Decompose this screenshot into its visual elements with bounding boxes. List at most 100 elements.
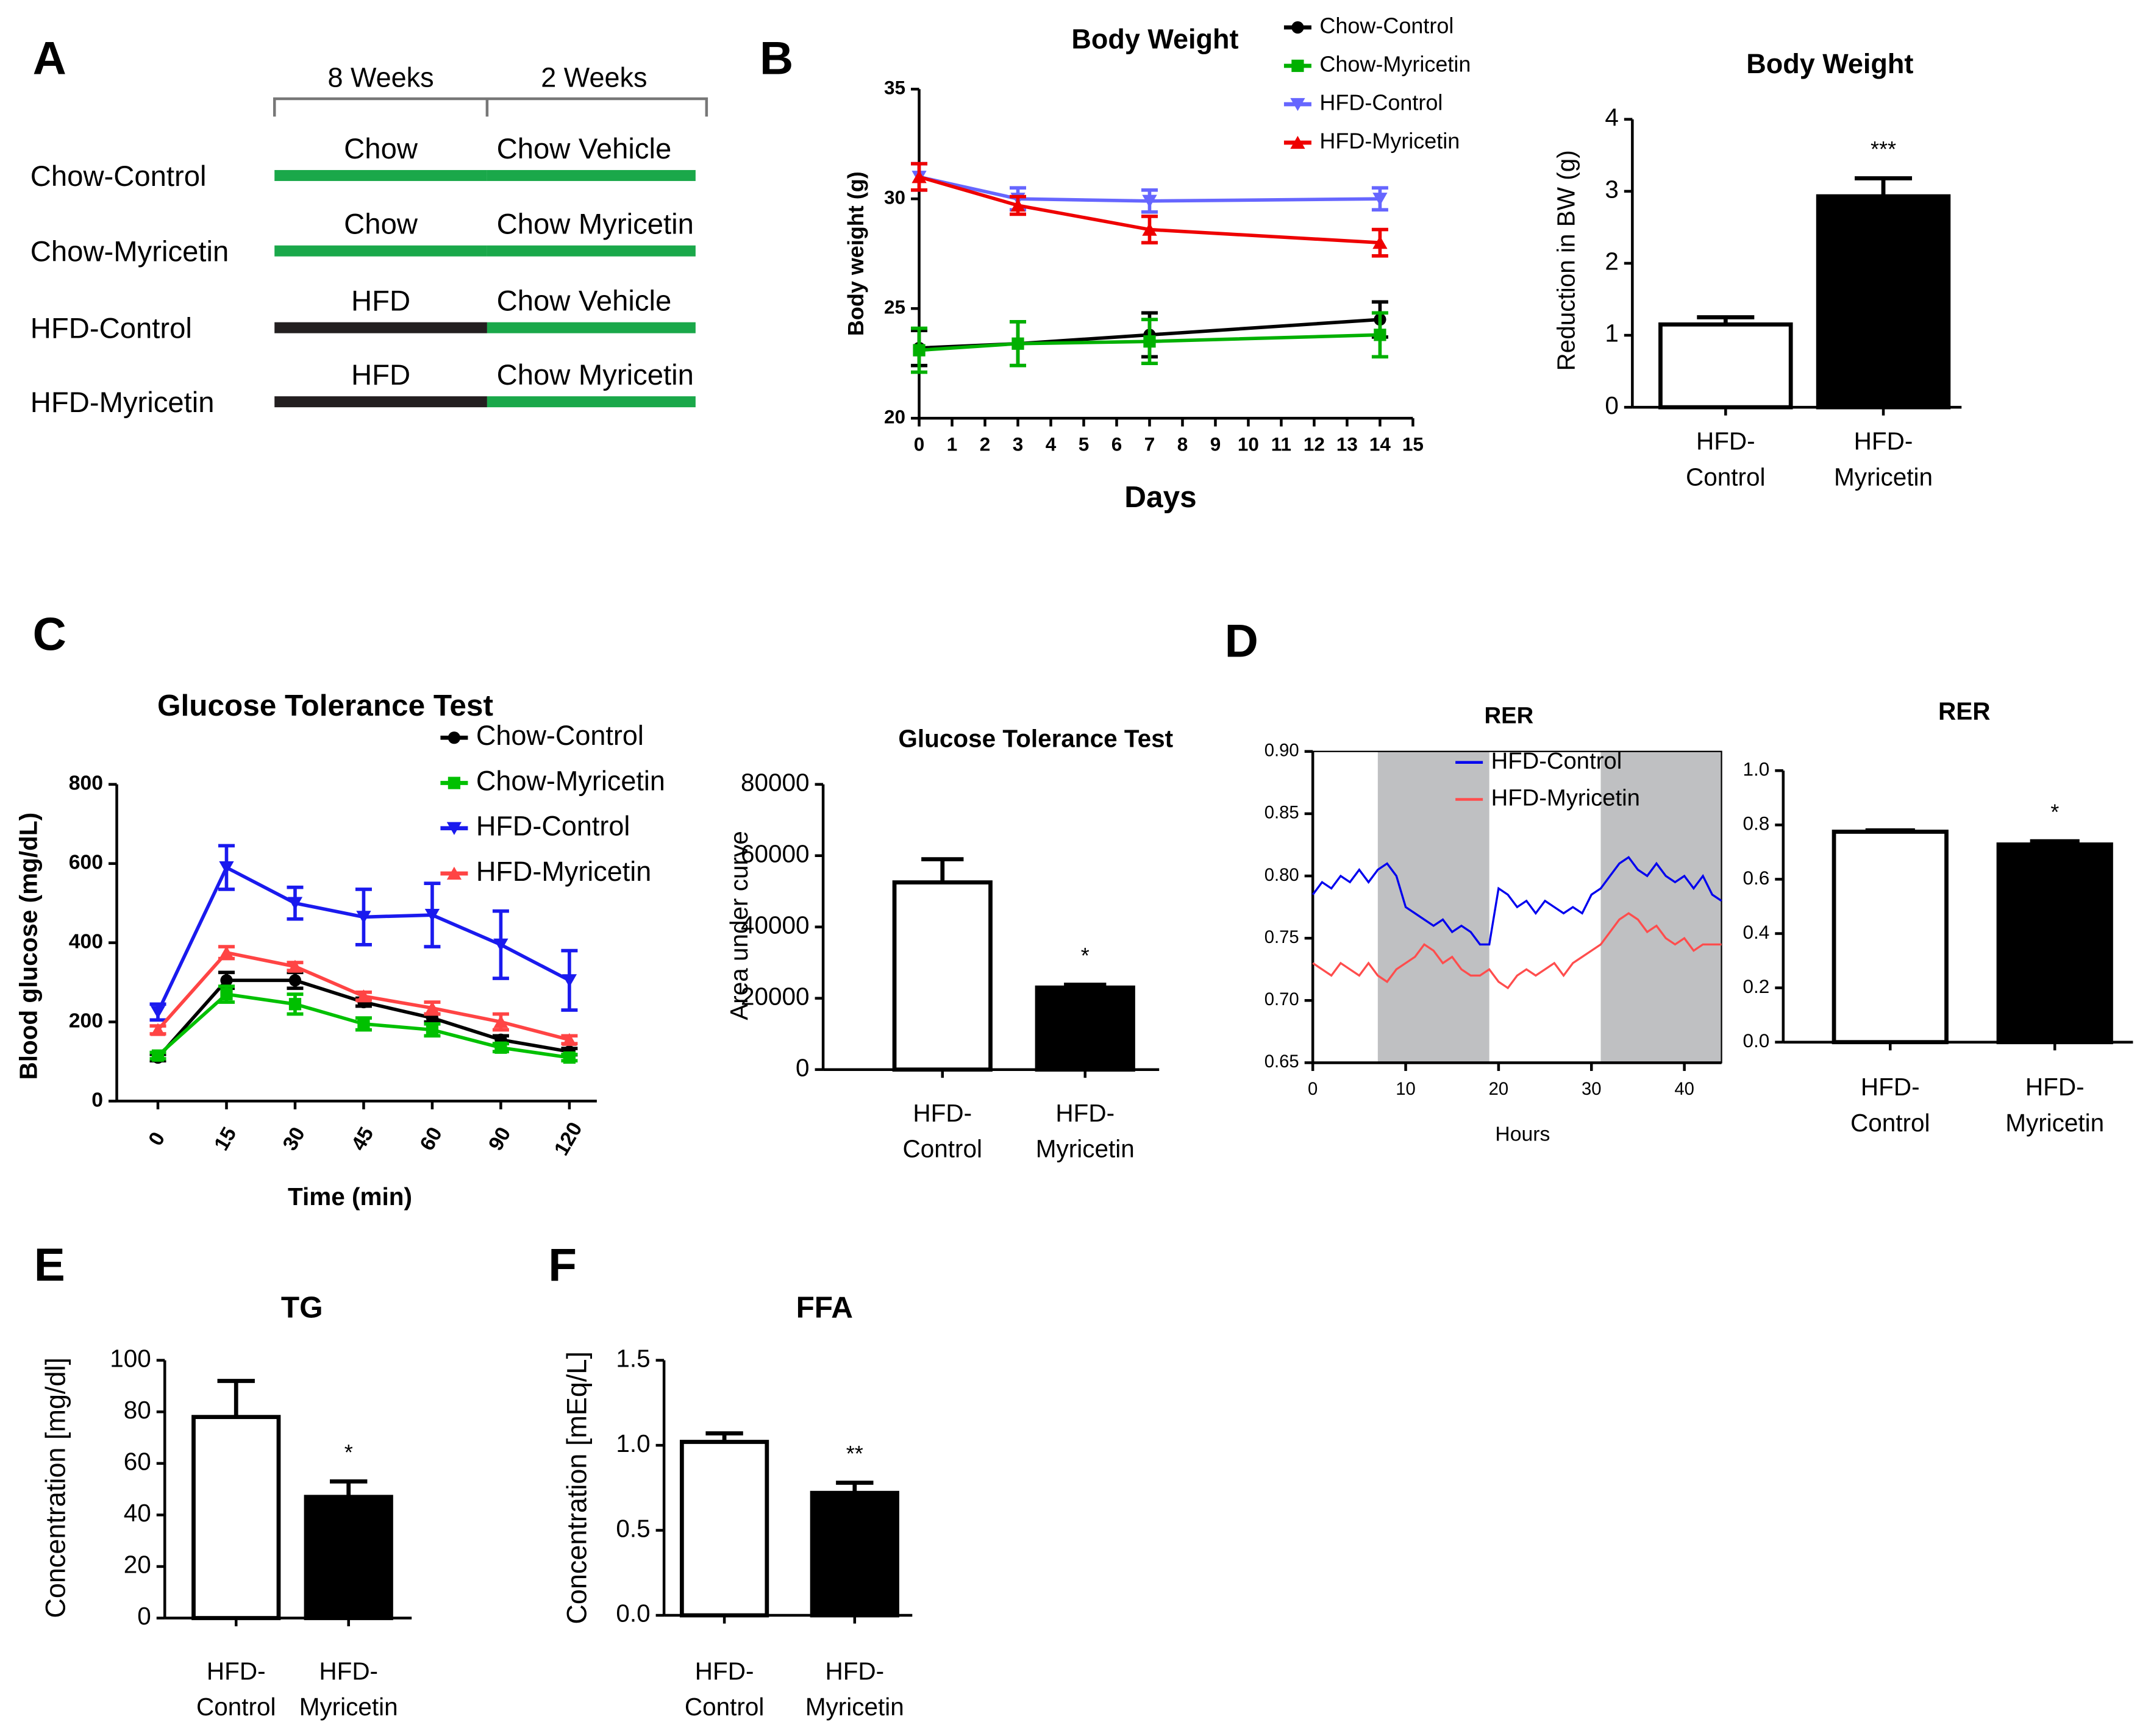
x-tick-label: 4 [1046, 433, 1057, 455]
diet-label: Chow [497, 359, 571, 391]
y-tick-label: 1.0 [616, 1429, 650, 1457]
phase-bar [487, 396, 696, 408]
x-tick-label: 15 [210, 1123, 241, 1155]
marker [220, 974, 233, 987]
y-tick-label: 800 [69, 772, 103, 795]
y-tick-label: 0.80 [1265, 866, 1299, 885]
marker [1290, 135, 1305, 149]
bar [1816, 194, 1951, 410]
y-tick-label: 60000 [741, 839, 810, 867]
dark-period [1377, 751, 1489, 1063]
marker [1291, 21, 1304, 34]
x-tick-label: HFD-Myricetin [1036, 1099, 1135, 1163]
y-tick-label: 0 [137, 1602, 151, 1630]
y-tick-label: 0.0 [616, 1599, 650, 1628]
y-axis-label: Concentration [mEq/L] [562, 1351, 593, 1624]
x-tick-label: 12 [1304, 433, 1325, 455]
marker [151, 1049, 165, 1062]
significance-label: * [344, 1440, 353, 1465]
x-tick-label: HFD-Myricetin [1834, 427, 1933, 491]
marker [356, 989, 371, 1003]
y-tick-label: 400 [69, 930, 103, 953]
x-tick-label: 8 [1177, 433, 1188, 455]
x-tick-label: 14 [1369, 433, 1391, 455]
bar [892, 880, 993, 1072]
marker [424, 1001, 440, 1014]
x-tick-label: 90 [484, 1123, 516, 1155]
diet-label: HFD [351, 359, 410, 391]
marker [1142, 222, 1157, 236]
x-tick-label: HFD-Control [1686, 427, 1766, 491]
chart-title: Glucose Tolerance Test [157, 689, 493, 722]
marker [562, 974, 577, 987]
y-axis-label: Concentration [mg/dl] [40, 1357, 71, 1618]
x-tick-label: 5 [1079, 433, 1090, 455]
y-tick-label: 3 [1605, 176, 1619, 204]
x-tick-label: 15 [1402, 433, 1424, 455]
chart-title: RER [1938, 697, 1990, 725]
x-tick-label: 1 [947, 433, 958, 455]
x-tick-label: 10 [1396, 1080, 1416, 1099]
series-line [919, 333, 1380, 352]
marker [913, 344, 926, 357]
y-tick-label: 35 [884, 77, 905, 99]
marker [563, 1051, 576, 1064]
y-tick-label: 0.75 [1265, 928, 1299, 947]
y-tick-label: 0.4 [1743, 921, 1770, 943]
x-tick-label: 10 [1238, 433, 1259, 455]
marker [494, 1041, 507, 1054]
bar [679, 1440, 769, 1618]
x-tick-label: 11 [1271, 433, 1291, 455]
y-tick-label: 20 [124, 1551, 151, 1579]
bar [1996, 842, 2113, 1045]
significance-label: ** [846, 1441, 863, 1466]
marker [220, 987, 233, 1001]
legend-label: Chow-Myricetin [476, 765, 665, 796]
diet-label: Chow [344, 208, 418, 241]
treatment-label: Vehicle [579, 285, 671, 318]
y-tick-label: 0.85 [1265, 803, 1299, 823]
y-axis-label: Reduction in BW (g) [1552, 150, 1580, 371]
x-tick-label: 3 [1013, 433, 1024, 455]
y-tick-label: 80000 [741, 768, 810, 796]
marker [150, 1006, 166, 1019]
treatment-label: Myricetin [579, 359, 694, 391]
group-label: Chow-Myricetin [30, 236, 229, 268]
y-tick-label: 0.5 [616, 1514, 650, 1542]
marker [1010, 198, 1026, 212]
bar [810, 1490, 899, 1618]
bar [1035, 985, 1135, 1072]
y-tick-label: 0.90 [1265, 741, 1299, 761]
group-label: Chow-Control [30, 160, 207, 193]
y-tick-label: 0.70 [1265, 990, 1299, 1009]
chart-title: Glucose Tolerance Test [898, 724, 1173, 752]
y-tick-label: 0 [796, 1053, 810, 1081]
panel-label: B [760, 32, 793, 84]
marker [493, 938, 508, 952]
legend-label: HFD-Control [1491, 748, 1622, 774]
marker [493, 1015, 508, 1028]
period-label: 2 Weeks [541, 62, 647, 93]
x-tick-label: HFD-Myricetin [805, 1657, 904, 1721]
y-tick-label: 0.6 [1743, 867, 1770, 889]
y-tick-label: 100 [110, 1344, 151, 1372]
chart-title: Body Weight [1071, 23, 1238, 54]
marker [287, 959, 303, 973]
phase-bar [487, 169, 696, 181]
diet-label: Chow [497, 208, 571, 241]
error-bar [921, 857, 964, 883]
x-tick-label: HFD-Myricetin [2005, 1073, 2104, 1137]
marker [219, 945, 234, 959]
diet-label: Chow [344, 133, 418, 165]
chart-title: RER [1485, 703, 1534, 729]
x-tick-label: 0 [914, 433, 925, 455]
group-label: HFD-Myricetin [30, 386, 215, 419]
significance-label: *** [1871, 137, 1896, 162]
legend-label: HFD-Control [1319, 90, 1443, 115]
legend-label: HFD-Myricetin [1491, 785, 1640, 811]
x-tick-label: HFD-Myricetin [299, 1657, 398, 1721]
y-tick-label: 1.5 [616, 1344, 650, 1372]
y-tick-label: 40000 [741, 911, 810, 939]
marker [1291, 59, 1304, 73]
